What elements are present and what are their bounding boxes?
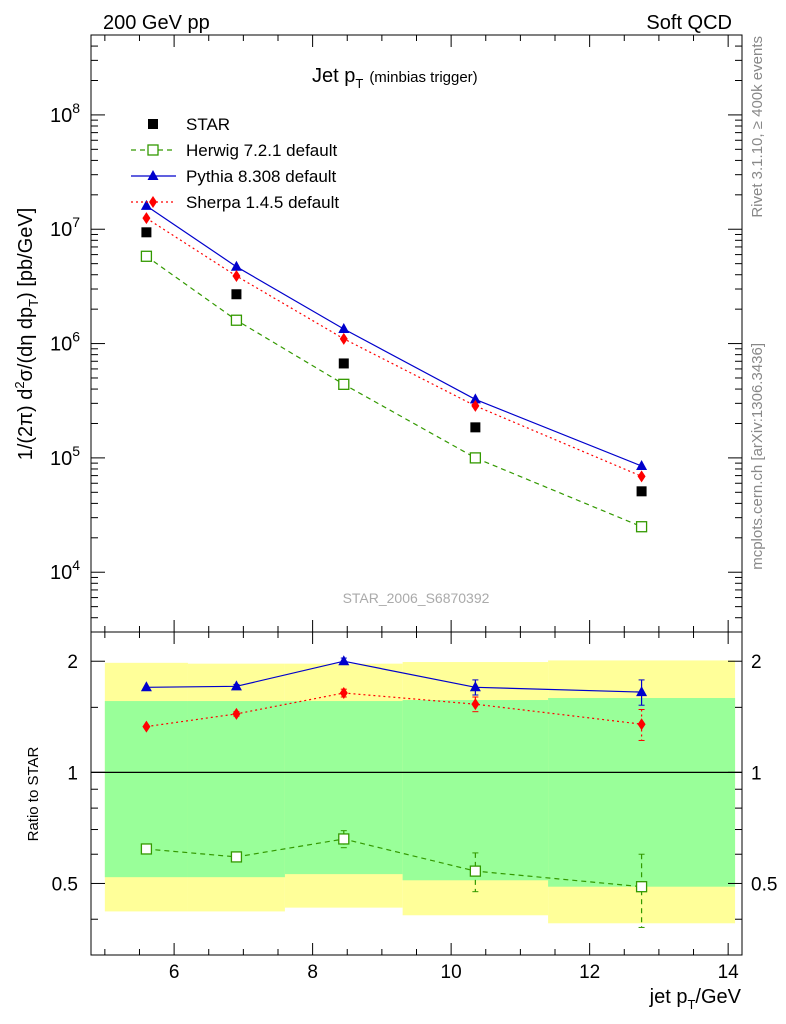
x-tick-label-3: 12 [579, 962, 600, 983]
series-point-2-1 [232, 269, 241, 282]
legend-label-1: Pythia 8.308 default [186, 167, 337, 186]
rivet-label: Rivet 3.1.10, ≥ 400k events [749, 36, 766, 218]
series-point-1-2 [338, 323, 350, 334]
ratio-marks [140, 655, 648, 928]
series-line-0 [146, 255, 642, 528]
ratio-point-0-2 [338, 833, 350, 845]
header-right: Soft QCD [646, 12, 732, 34]
ratio-band-green-3 [402, 700, 549, 881]
data-point-star-4 [636, 486, 647, 497]
x-tick-label-1: 8 [307, 962, 318, 983]
ratio-point-0-3 [469, 865, 482, 877]
x-tick-label-2: 10 [441, 962, 462, 983]
legend-marker-1 [147, 170, 159, 180]
series-point-1-4 [636, 459, 648, 470]
ratio-point-1-4 [636, 686, 648, 697]
legend-marker-star [148, 119, 158, 129]
main-ticks: 104 105 106 107 108 [50, 34, 742, 633]
ratio-panel: 6 8 10 12 140.5 0.51 12 2 [52, 631, 777, 983]
ratio-point-1-1 [230, 680, 242, 691]
main-panel: 104 105 106 107 108 [50, 34, 743, 633]
series-point-0-3 [469, 452, 482, 464]
series-point-1-3 [469, 393, 481, 404]
ratio-y-axis-label: Ratio to STAR [25, 746, 42, 841]
ratio-point-0-4 [635, 881, 648, 893]
ratio-point-2-4 [637, 718, 646, 731]
series-line-1 [146, 205, 642, 467]
x-tick-label-0: 6 [169, 962, 180, 983]
main-y-tick-label-1: 105 [50, 443, 80, 470]
series-point-2-3 [471, 399, 480, 412]
series-point-0-1 [230, 314, 243, 326]
legend-marker-0 [147, 144, 159, 156]
legend-label-2: Sherpa 1.4.5 default [186, 193, 339, 212]
legend-label-star: STAR [186, 115, 230, 134]
ratio-y-tick-label-right-2: 2 [751, 652, 762, 673]
main-marks [140, 199, 648, 533]
legend-marker-2 [149, 196, 157, 208]
series-point-0-2 [338, 378, 350, 390]
data-point-star-1 [231, 289, 242, 300]
main-y-tick-label-3: 107 [50, 214, 80, 241]
ratio-y-tick-label-right-1: 1 [751, 763, 762, 784]
series-point-2-4 [637, 470, 646, 483]
ratio-band-green-2 [284, 701, 403, 875]
ratio-y-tick-label-1: 1 [67, 763, 78, 784]
data-point-star-2 [338, 358, 349, 369]
ratio-point-2-0 [142, 720, 151, 733]
series-point-2-2 [339, 332, 348, 345]
main-y-tick-label-4: 108 [50, 100, 80, 127]
ratio-ticks: 6 8 10 12 140.5 0.51 12 2 [52, 632, 777, 983]
main-y-tick-label-0: 104 [50, 557, 80, 584]
series-point-0-4 [635, 521, 648, 533]
ratio-point-0-1 [230, 851, 243, 863]
ratio-point-0-0 [140, 843, 153, 855]
ratio-y-tick-label-right-0: 0.5 [751, 874, 777, 895]
main-y-tick-label-2: 106 [50, 329, 80, 356]
ratio-point-1-2 [338, 655, 350, 666]
series-point-2-0 [142, 212, 151, 225]
ratio-point-2-1 [232, 707, 241, 720]
series-point-1-1 [230, 260, 242, 271]
data-point-star-3 [470, 422, 481, 433]
mcplots-label: mcplots.cern.ch [arXiv:1306.3436] [749, 343, 766, 570]
x-tick-label-4: 14 [718, 962, 740, 983]
ratio-point-2-3 [471, 698, 480, 711]
analysis-label: STAR_2006_S6870392 [343, 590, 490, 606]
x-axis-label: jet pT/GeV [649, 986, 742, 1012]
series-point-1-0 [140, 199, 152, 210]
legend: STAR Herwig 7.2.1 default Pythia 8.308 def… [131, 115, 339, 212]
ratio-band-green-1 [187, 701, 285, 878]
header-left: 200 GeV pp [103, 12, 210, 34]
y-axis-label: 1/(2π) d2σ/(dη dpT) [pb/GeV] [12, 208, 41, 461]
data-point-star-0 [141, 227, 152, 238]
ratio-point-2-2 [339, 687, 348, 700]
legend-label-0: Herwig 7.2.1 default [186, 141, 337, 160]
ratio-point-1-3 [469, 681, 481, 692]
chart-title: Jet pT (minbias trigger) [312, 65, 478, 91]
series-line-2 [146, 217, 642, 477]
series-point-0-0 [140, 250, 153, 262]
ratio-y-tick-label-2: 2 [67, 652, 78, 673]
ratio-y-tick-label-0: 0.5 [52, 874, 78, 895]
ratio-point-1-0 [140, 681, 152, 692]
